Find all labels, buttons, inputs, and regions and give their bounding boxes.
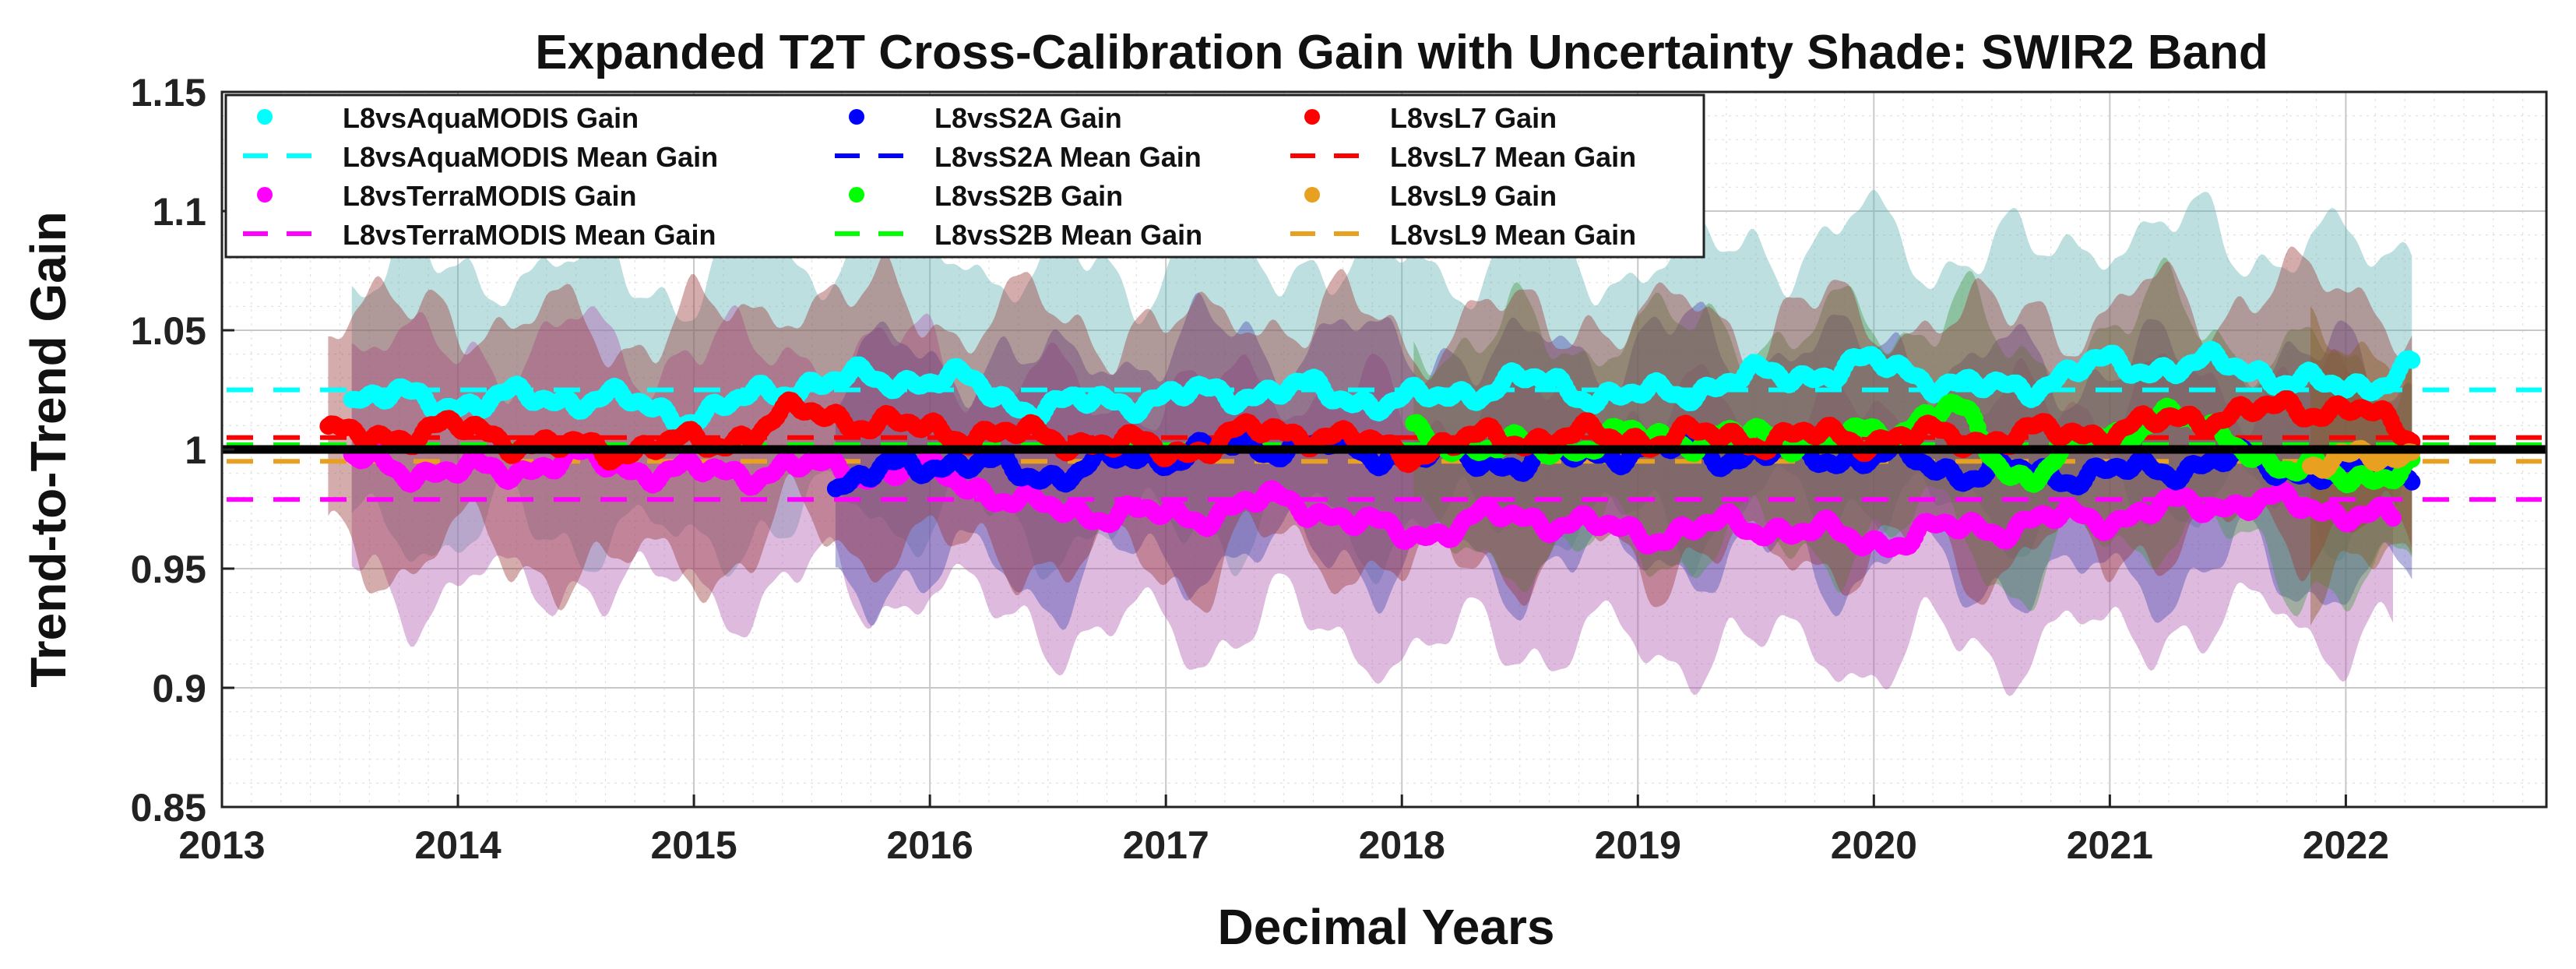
gain-points [319,340,2421,558]
x-tick-label: 2013 [178,823,265,867]
legend-label: L8vsL7 Mean Gain [1390,141,1636,173]
x-tick-label: 2019 [1595,823,1681,867]
x-tick-label: 2020 [1831,823,1917,867]
legend-marker-l8vsaquamodis-gain [257,109,273,125]
legend-label: L8vsTerraMODIS Mean Gain [343,219,716,251]
x-tick-label: 2016 [887,823,973,867]
legend-marker-l8vss2a-gain [849,109,864,125]
y-tick-label: 0.95 [131,548,206,591]
legend-label: L8vsS2A Gain [934,102,1122,134]
series-l8vsaquamodis-gain [343,340,2421,436]
x-tick-label: 2017 [1123,823,1209,867]
legend-box [224,93,1705,259]
legend-label: L8vsL9 Gain [1390,180,1557,212]
y-tick-label: 1.05 [131,309,206,353]
legend-label: L8vsS2A Mean Gain [934,141,1202,173]
legend-marker-l8vsterramodis-gain [257,187,273,203]
y-tick-label: 0.85 [131,786,206,830]
legend-marker-l8vsl9-gain [1304,187,1320,203]
data-point [2403,351,2421,369]
chart-title: Expanded T2T Cross-Calibration Gain with… [535,26,2268,79]
y-axis-label: Trend-to-Trend Gain [20,211,76,688]
plot-area [220,90,2548,809]
y-tick-label: 1 [185,428,206,472]
x-tick-label: 2021 [2067,823,2153,867]
legend-label: L8vsTerraMODIS Gain [343,180,636,212]
x-axis-ticks: 2013 2014 2015 2016 2017 2018 2019 2020 2021 2022 [178,795,2389,867]
data-point [2384,509,2402,527]
x-tick-label: 2018 [1359,823,1445,867]
legend-label: L8vsL9 Mean Gain [1390,219,1636,251]
x-tick-label: 2022 [2303,823,2389,867]
y-tick-label: 1.15 [131,71,206,115]
x-tick-label: 2014 [414,823,501,867]
x-tick-label: 2015 [650,823,737,867]
legend-label: L8vsS2B Mean Gain [934,219,1202,251]
legend-marker-l8vss2b-gain [849,187,864,203]
y-tick-label: 0.9 [152,667,206,710]
y-tick-label: 1.1 [152,190,206,234]
legend: L8vsAquaMODIS Gain L8vsAquaMODIS Mean Gai… [224,93,1705,259]
y-axis-ticks: 0.85 0.9 0.95 1 1.05 1.1 1.15 [131,71,234,830]
legend-label: L8vsL7 Gain [1390,102,1557,134]
legend-label: L8vsAquaMODIS Gain [343,102,639,134]
legend-marker-l8vsl7-gain [1304,109,1320,125]
legend-label: L8vsAquaMODIS Mean Gain [343,141,718,173]
x-axis-label: Decimal Years [1218,899,1555,955]
legend-label: L8vsS2B Gain [934,180,1123,212]
